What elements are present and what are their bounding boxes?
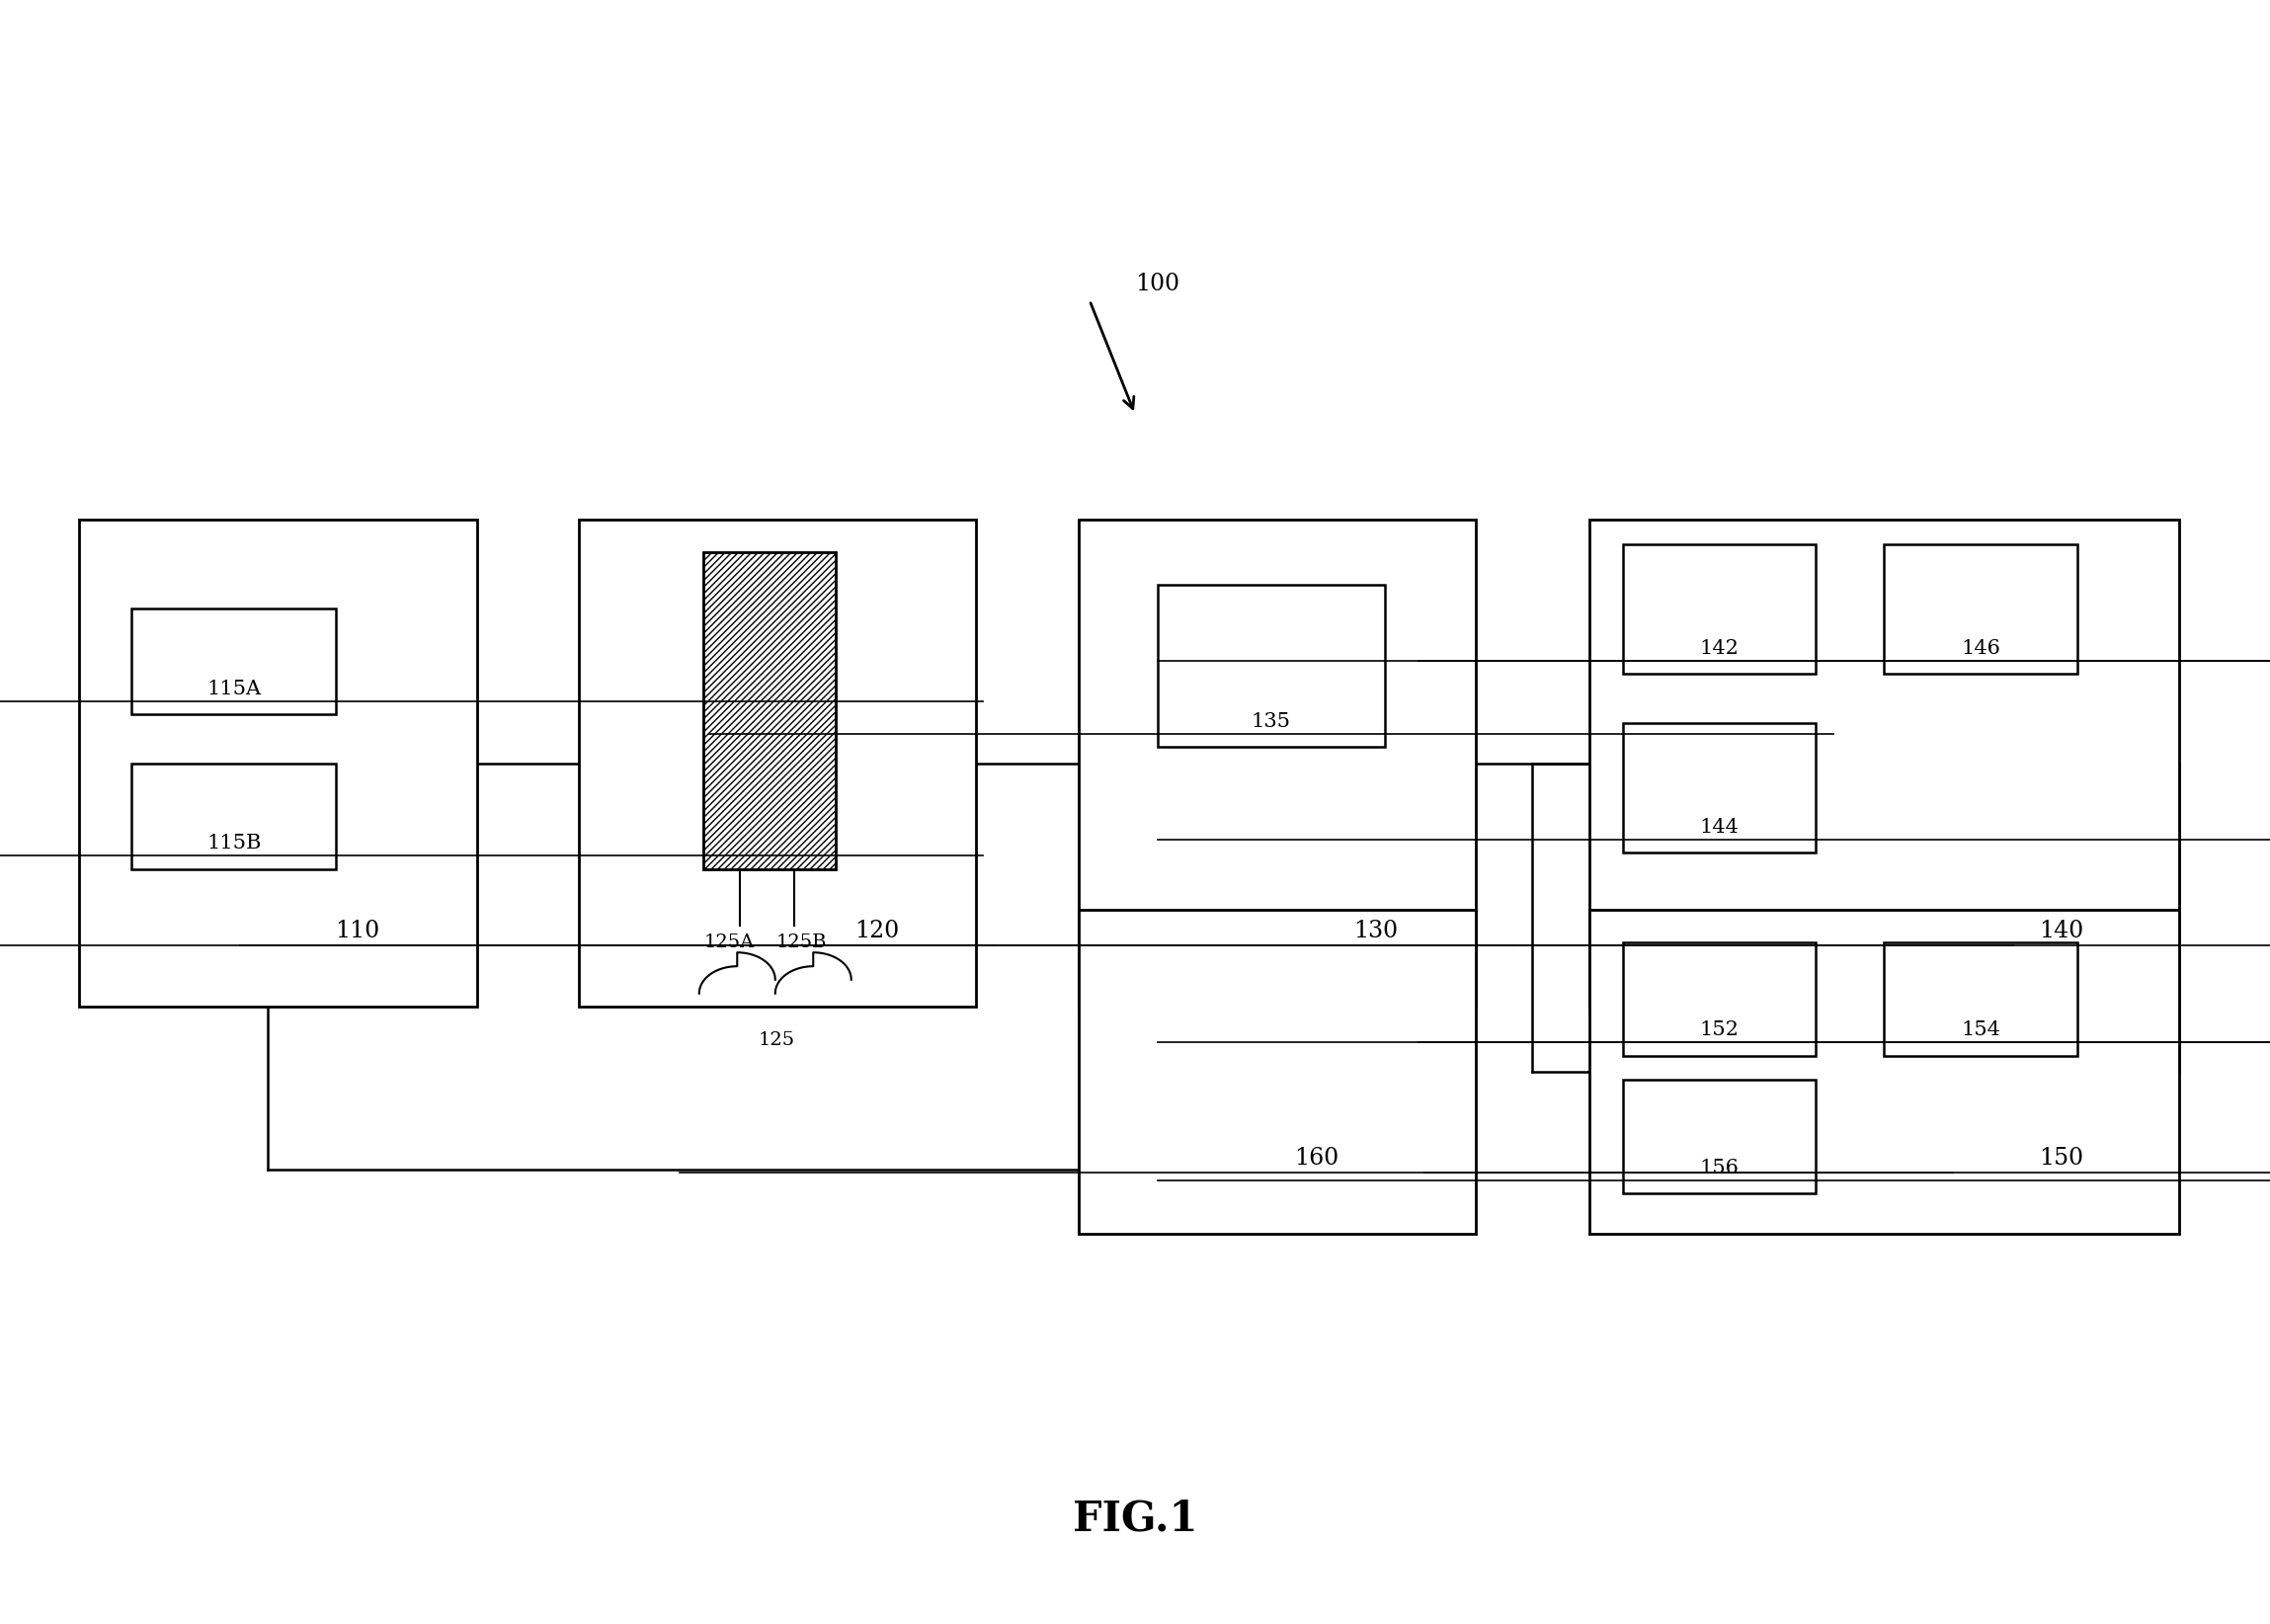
Text: FIG.1: FIG.1 bbox=[1071, 1497, 1199, 1540]
Bar bbox=[1623, 1080, 1816, 1194]
Text: 140: 140 bbox=[2038, 919, 2084, 942]
Bar bbox=[1623, 942, 1816, 1056]
Bar bbox=[579, 520, 976, 1007]
Text: 130: 130 bbox=[1353, 919, 1398, 942]
Bar bbox=[704, 552, 835, 869]
Text: 110: 110 bbox=[336, 919, 379, 942]
Text: 135: 135 bbox=[1251, 711, 1292, 731]
Bar bbox=[132, 763, 336, 869]
Bar bbox=[1623, 544, 1816, 674]
Bar bbox=[1078, 909, 1476, 1234]
Text: 115A: 115A bbox=[207, 679, 261, 698]
Text: 146: 146 bbox=[1961, 638, 2000, 658]
Bar bbox=[1884, 544, 2077, 674]
Text: 156: 156 bbox=[1700, 1158, 1739, 1177]
Text: 160: 160 bbox=[1294, 1147, 1339, 1169]
Bar bbox=[1078, 520, 1476, 1007]
Bar bbox=[1589, 909, 2179, 1234]
Text: 144: 144 bbox=[1700, 817, 1739, 836]
Bar bbox=[79, 520, 477, 1007]
Bar bbox=[1589, 520, 2179, 1007]
Text: 125A: 125A bbox=[704, 934, 754, 952]
Bar bbox=[1884, 942, 2077, 1056]
Bar bbox=[1623, 723, 1816, 853]
Text: 100: 100 bbox=[1135, 273, 1180, 296]
Text: 154: 154 bbox=[1961, 1020, 2000, 1039]
Text: 150: 150 bbox=[2038, 1147, 2084, 1169]
Bar bbox=[132, 609, 336, 715]
Bar bbox=[1158, 585, 1385, 747]
Text: 125: 125 bbox=[758, 1031, 794, 1049]
Bar bbox=[704, 552, 835, 869]
Text: 115B: 115B bbox=[207, 833, 261, 853]
Text: 142: 142 bbox=[1700, 638, 1739, 658]
Text: 152: 152 bbox=[1700, 1020, 1739, 1039]
Text: 125B: 125B bbox=[776, 934, 826, 952]
Text: 120: 120 bbox=[854, 919, 899, 942]
